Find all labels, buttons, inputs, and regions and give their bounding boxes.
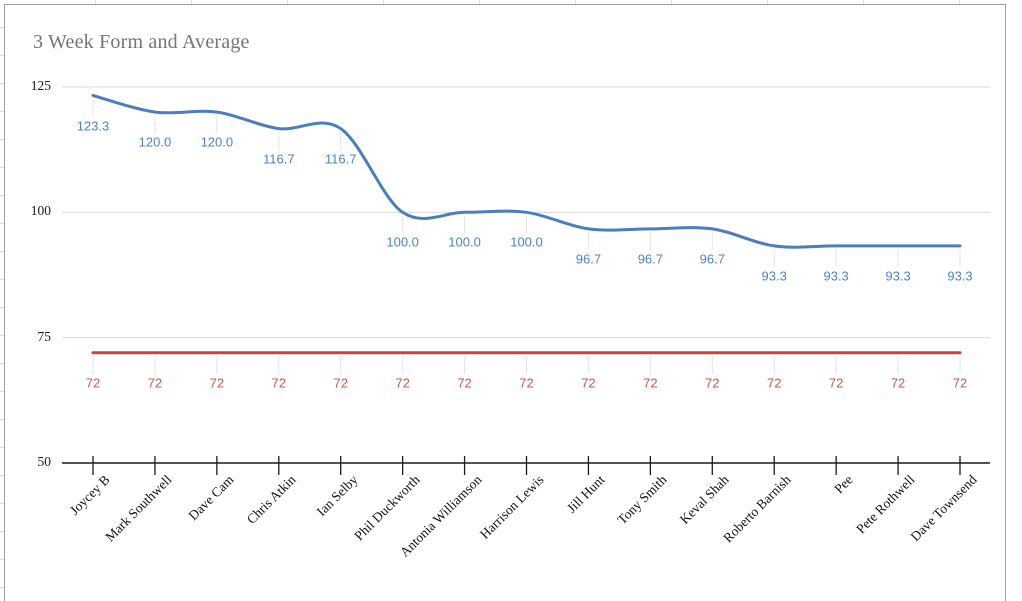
form-value-label: 116.7 <box>324 151 357 167</box>
form-value-label: 100.0 <box>448 234 481 250</box>
average-value-label: 72 <box>828 375 844 391</box>
form-value-label: 100.0 <box>386 234 419 250</box>
average-value-label: 72 <box>890 375 906 391</box>
average-value-label: 72 <box>333 375 348 391</box>
y-axis-tick-label: 100 <box>30 203 51 219</box>
y-axis-tick-label: 75 <box>37 328 52 344</box>
average-value-label: 72 <box>766 375 782 391</box>
y-axis-tick-label: 125 <box>30 78 51 93</box>
average-value-label: 72 <box>209 375 225 391</box>
average-value-label: 72 <box>271 375 287 391</box>
form-value-label: 123.3 <box>76 118 110 134</box>
average-value-label: 72 <box>395 375 410 391</box>
form-value-label: 116.7 <box>262 151 295 167</box>
average-value-label: 72 <box>952 375 968 391</box>
average-value-label: 72 <box>643 375 658 391</box>
chart-card[interactable]: 3 Week Form and Average <box>4 4 1006 601</box>
form-value-label: 96.7 <box>699 251 725 267</box>
average-value-label: 72 <box>519 375 534 391</box>
average-value-label: 72 <box>85 375 101 391</box>
spreadsheet-column-edge <box>0 0 1022 4</box>
y-axis-tick-label: 50 <box>37 454 52 469</box>
form-value-label: 93.3 <box>823 268 849 284</box>
chart-title: 3 Week Form and Average <box>33 31 250 53</box>
form-value-label: 93.3 <box>761 268 787 284</box>
form-value-label: 120.0 <box>138 134 172 150</box>
average-value-label: 72 <box>457 375 472 391</box>
form-value-label: 100.0 <box>510 234 543 250</box>
form-value-label: 96.7 <box>575 251 602 267</box>
form-value-label: 96.7 <box>637 251 663 267</box>
average-value-label: 72 <box>581 375 596 391</box>
form-value-label: 93.3 <box>947 268 973 284</box>
form-value-label: 93.3 <box>885 268 911 284</box>
form-value-label: 120.0 <box>200 134 234 150</box>
series-line-form <box>91 94 962 249</box>
average-value-label: 72 <box>705 375 720 391</box>
spreadsheet-row-edge <box>0 0 4 601</box>
average-value-label: 72 <box>147 375 163 391</box>
